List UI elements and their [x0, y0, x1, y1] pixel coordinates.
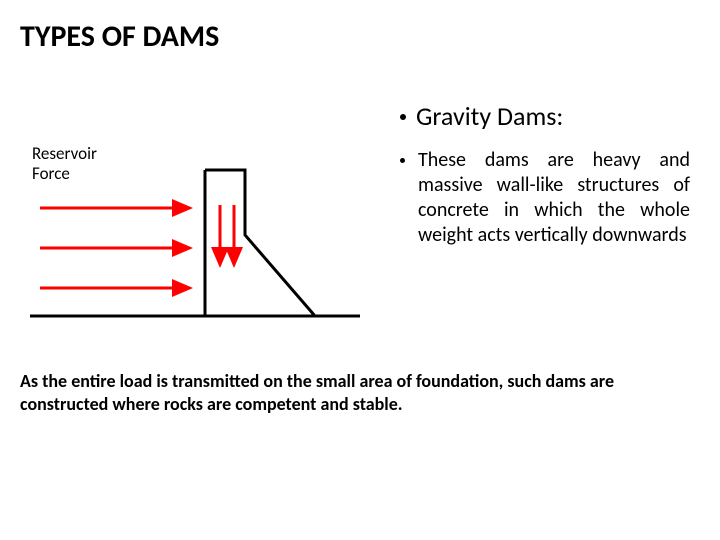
bullet-dot-icon — [400, 114, 406, 120]
horizontal-force-arrows — [40, 208, 190, 288]
heading-text: Gravity Dams: — [416, 100, 563, 132]
slide-title: TYPES OF DAMS — [20, 18, 219, 55]
heading-bullet: Gravity Dams: — [400, 100, 563, 132]
vertical-weight-arrows — [220, 205, 234, 265]
gravity-dam-diagram — [30, 150, 360, 330]
description-bullet: These dams are heavy and massive wall-li… — [400, 148, 690, 248]
description-text: These dams are heavy and massive wall-li… — [418, 148, 690, 248]
bullet-dot-icon — [400, 158, 405, 163]
footer-note: As the entire load is transmitted on the… — [20, 370, 700, 415]
